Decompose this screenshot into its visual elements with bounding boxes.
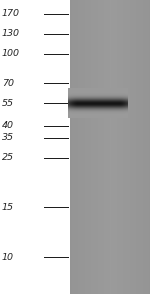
Text: 10: 10	[2, 253, 14, 261]
Text: 35: 35	[2, 133, 14, 143]
Text: 25: 25	[2, 153, 14, 163]
Text: 15: 15	[2, 203, 14, 211]
Text: 130: 130	[2, 29, 20, 39]
Text: 40: 40	[2, 121, 14, 131]
Text: 100: 100	[2, 49, 20, 59]
Text: 170: 170	[2, 9, 20, 19]
Text: 55: 55	[2, 98, 14, 108]
Text: 70: 70	[2, 78, 14, 88]
